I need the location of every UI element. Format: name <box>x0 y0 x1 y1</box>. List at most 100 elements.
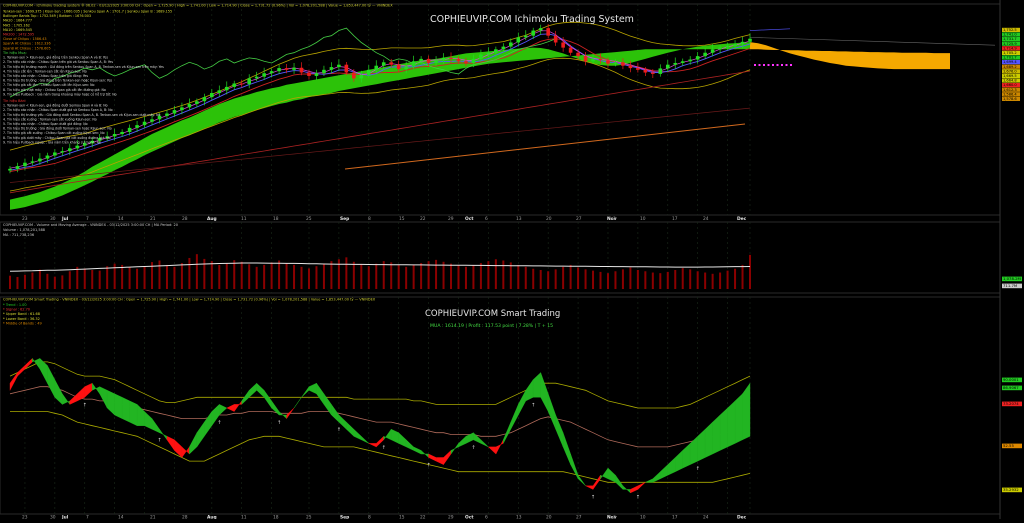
volume-bar <box>98 270 101 289</box>
smart-axis-label: 90.0001 <box>1003 377 1019 382</box>
date-label-bottom: 24 <box>703 515 709 520</box>
date-label-top: 8 <box>368 216 371 222</box>
candle-body <box>449 57 453 59</box>
candle-body <box>105 136 109 139</box>
date-label-bottom: 20 <box>546 515 552 520</box>
volume-bar <box>307 268 310 289</box>
candle-body <box>142 121 147 126</box>
volume-bar <box>76 266 79 289</box>
volume-bar <box>322 263 325 289</box>
trend-signal-segment <box>637 482 646 490</box>
volume-bar <box>293 264 296 289</box>
trend-signal-segment <box>719 407 728 451</box>
candle-body <box>404 66 408 70</box>
price-axis-tag <box>1002 50 1020 55</box>
price-axis-label: 1,669.5 <box>1003 74 1017 78</box>
date-label-top: Sep <box>340 216 349 222</box>
price-axis-tag <box>1002 96 1020 101</box>
price-axis-label: 1,725.9 <box>1003 42 1017 46</box>
sell-signal-item: 8. Tín hiệu giá dưới mây : Chikou Span g… <box>3 135 111 140</box>
trend-signal-segment <box>727 400 736 448</box>
volume-bar <box>517 264 520 289</box>
volume-bar <box>569 264 572 289</box>
volume-bar <box>360 264 363 289</box>
candle-body <box>374 65 379 70</box>
trend-signal-segment <box>114 393 123 419</box>
date-label-bottom: 13 <box>516 515 522 520</box>
volume-bar <box>711 273 714 289</box>
signal-arrow: ↑ <box>83 402 87 408</box>
candle-body <box>434 60 438 63</box>
date-label-bottom: 21 <box>150 515 156 520</box>
date-label-top: 22 <box>420 216 426 222</box>
volume-bar <box>621 269 624 289</box>
price-axis-tag <box>1002 92 1020 97</box>
candle-body <box>127 127 132 132</box>
signal-arrow: ↑ <box>591 494 595 500</box>
date-label-top: 13 <box>516 216 522 222</box>
chikou-span-line <box>9 27 556 98</box>
volume-ma-value: MA : 711,738,236 <box>3 233 34 237</box>
volume-bar <box>195 254 198 289</box>
volume-bar <box>427 261 430 289</box>
sell-signal-item: 4. Tín hiệu cắt xuống : Tenkan-sen cắt x… <box>3 116 97 121</box>
date-label-top: 24 <box>703 216 709 222</box>
candle-body <box>494 49 498 53</box>
tenkan-sen-line <box>9 33 751 171</box>
ichimoku-legend-item: Bollinger Bands Top : 1752.549 | Bottom … <box>3 14 91 18</box>
candle-body <box>695 56 700 60</box>
candle-body <box>82 143 87 146</box>
ichimoku-legend-item: Tenkan-sen : 1699.375 | Kijun-sen : 1660… <box>2 10 172 14</box>
volume-axis-tag <box>1002 283 1022 289</box>
date-label-bottom: 22 <box>420 515 426 520</box>
volume-bar <box>741 264 744 289</box>
sell-signal-item: 3. Tín hiệu thị trường yếu : Giá đóng dư… <box>3 113 161 117</box>
candle-body <box>112 134 117 137</box>
buy-signal-item: 7. Tín hiệu giá cắt lên : Chikou Span cắ… <box>3 82 95 87</box>
volume-bar <box>666 271 669 289</box>
candle-body <box>262 73 266 77</box>
candle-body <box>224 86 229 91</box>
volume-bar <box>352 261 355 289</box>
signal-dot <box>763 64 765 66</box>
date-label-top: 7 <box>86 216 89 222</box>
date-label-bottom: 29 <box>448 515 454 520</box>
date-label-top: 23 <box>22 216 28 222</box>
candle-body <box>568 47 573 53</box>
volume-bar <box>442 261 445 289</box>
date-label-bottom: Aug <box>207 515 217 520</box>
candle-body <box>441 57 446 61</box>
volume-bar <box>121 264 124 289</box>
volume-bar <box>689 269 692 289</box>
candle-body <box>740 41 745 45</box>
candle-body <box>613 62 618 64</box>
candle-body <box>516 37 521 43</box>
trend-signal-segment <box>742 382 751 441</box>
volume-bar <box>636 270 639 289</box>
signal-dot <box>754 64 756 66</box>
volume-bar <box>547 271 550 289</box>
candle-body <box>307 72 311 76</box>
price-axis-tag <box>1002 27 1020 32</box>
candle-body <box>75 145 80 149</box>
signal-arrow: ↑ <box>157 438 161 444</box>
volume-bar <box>46 273 49 289</box>
candle-body <box>202 97 207 102</box>
candle-body <box>665 64 670 69</box>
volume-bar <box>143 266 146 289</box>
volume-bar <box>210 261 213 289</box>
volume-bar <box>674 270 677 289</box>
sell-signal-item: 6. Tín hiệu thị trường : Giá đóng dưới T… <box>3 127 112 131</box>
date-label-top: 27 <box>576 216 582 222</box>
volume-axis-tag <box>1002 276 1022 282</box>
price-axis-label: 1,664.8 <box>1003 79 1017 83</box>
candle-body <box>523 35 528 38</box>
volume-bar <box>577 267 580 289</box>
date-label-bottom: 27 <box>576 515 582 520</box>
candle-body <box>254 76 259 79</box>
candle-body <box>479 54 483 59</box>
date-label-bottom: 8 <box>368 515 371 520</box>
signal-dot <box>767 64 770 66</box>
volume-bar <box>472 264 475 289</box>
volume-axis-label: 1,078.2M <box>1003 276 1021 281</box>
